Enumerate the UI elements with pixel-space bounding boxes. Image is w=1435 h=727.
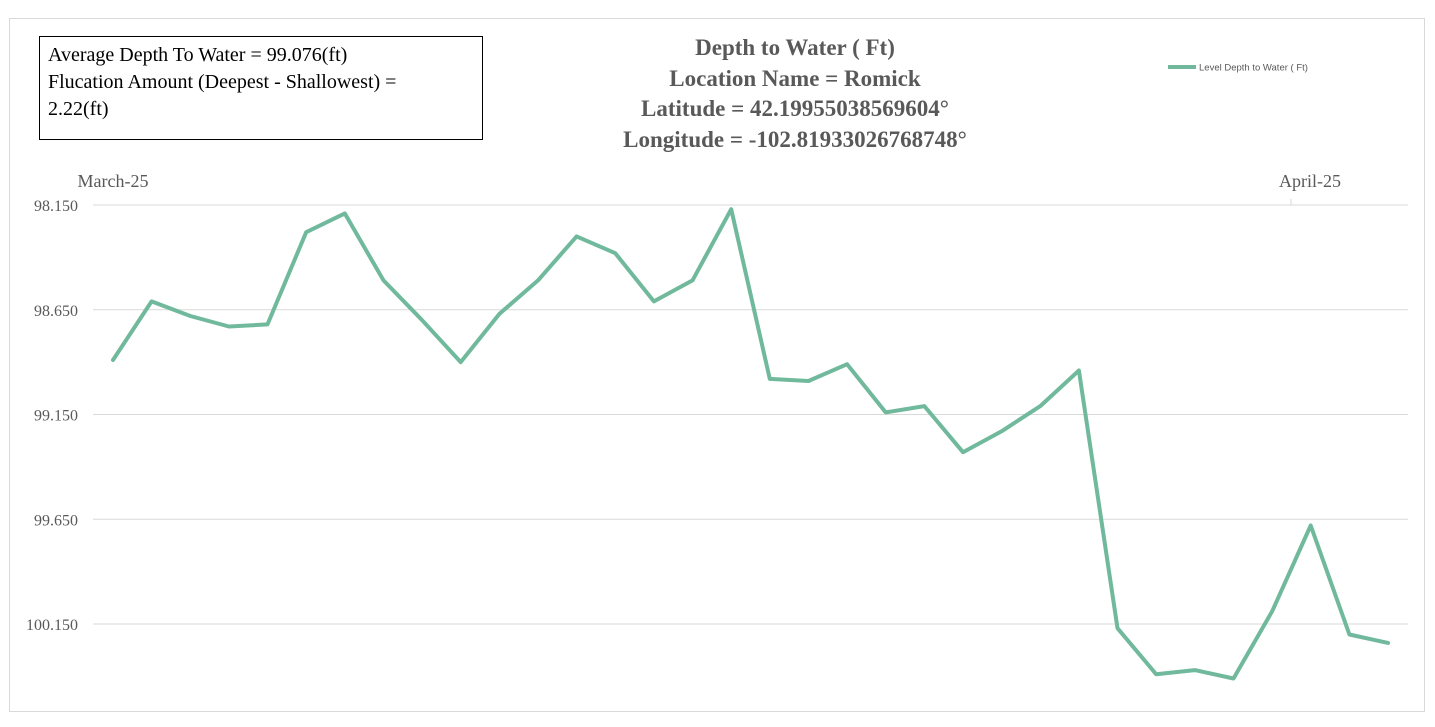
x-axis-tick-labels: March-25 April-25 bbox=[78, 171, 1341, 205]
y-axis-tick-labels: 98.150 98.650 99.150 99.650 100.150 bbox=[26, 198, 78, 634]
chart-title: Depth to Water ( Ft) Location Name = Rom… bbox=[545, 33, 1045, 155]
average-depth-text: Average Depth To Water = 99.076(ft) bbox=[48, 44, 348, 66]
y-tick-label: 99.150 bbox=[34, 408, 78, 425]
chart-title-location: Location Name = Romick bbox=[669, 65, 921, 91]
gridlines bbox=[93, 204, 1408, 625]
chart-title-longitude: Longitude = -102.81933026768748° bbox=[623, 126, 967, 152]
y-tick-label: 98.650 bbox=[34, 303, 78, 320]
y-tick-label: 99.650 bbox=[34, 512, 78, 529]
y-tick-label: 98.150 bbox=[34, 198, 78, 215]
chart-title-line-1: Depth to Water ( Ft) bbox=[695, 35, 895, 60]
x-tick-label: March-25 bbox=[78, 171, 149, 191]
legend-label: Level Depth to Water ( Ft) bbox=[1199, 63, 1308, 74]
series-layer bbox=[111, 207, 1390, 681]
fluctuation-value-text: 2.22(ft) bbox=[48, 98, 109, 120]
chart-frame bbox=[9, 18, 1425, 712]
fluctuation-amount-text: Flucation Amount (Deepest - Shallowest) … bbox=[48, 71, 397, 93]
x-tick-label: April-25 bbox=[1279, 171, 1341, 191]
legend: Level Depth to Water ( Ft) bbox=[1168, 63, 1308, 74]
stats-summary-box: Average Depth To Water = 99.076(ft) Fluc… bbox=[39, 36, 483, 140]
y-tick-label: 100.150 bbox=[26, 617, 78, 634]
series-line bbox=[111, 207, 1390, 681]
chart-title-latitude: Latitude = 42.19955038569604° bbox=[641, 96, 949, 121]
